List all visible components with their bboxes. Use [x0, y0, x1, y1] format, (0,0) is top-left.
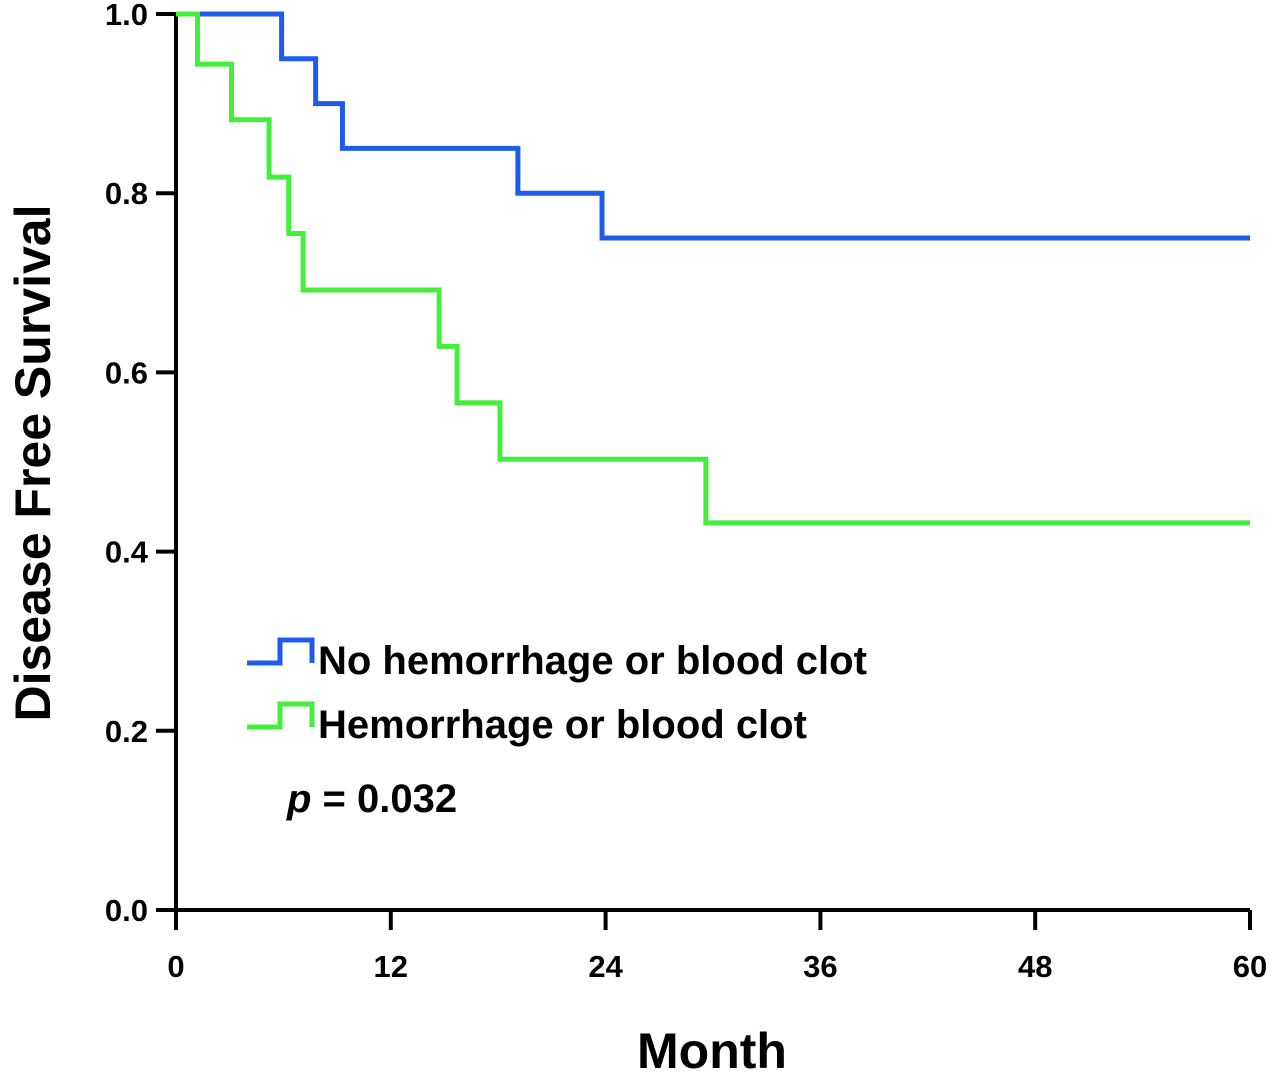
x-tick-label: 12	[374, 949, 408, 984]
y-axis-title: Disease Free Survival	[5, 205, 61, 722]
y-tick-label: 0.4	[105, 535, 149, 570]
x-axis-title: Month	[637, 1023, 787, 1079]
legend-label-2: Hemorrhage or blood clot	[318, 703, 807, 747]
p-value-annotation: p = 0.032	[286, 777, 457, 821]
y-tick-label: 0.6	[105, 355, 148, 390]
axes: 0.0 0.2 0.4 0.6 0.8 1.0 0 12 24 36 48 60	[105, 0, 1267, 984]
p-value-text: = 0.032	[311, 777, 457, 821]
legend-swatch-1	[247, 637, 315, 666]
legend-label-1: No hemorrhage or blood clot	[318, 639, 867, 683]
y-tick-label: 0.8	[105, 176, 148, 211]
p-value-symbol: p	[286, 777, 311, 821]
y-tick-label: 1.0	[105, 0, 148, 32]
x-tick-label: 36	[803, 949, 837, 984]
y-tick-label: 0.0	[105, 893, 148, 928]
x-tick-label: 60	[1233, 949, 1267, 984]
series-line-1	[176, 11, 1250, 241]
x-tick-label: 0	[167, 949, 184, 984]
y-tick-label: 0.2	[105, 714, 148, 749]
series-line-2	[176, 11, 1250, 526]
x-tick-label: 48	[1018, 949, 1052, 984]
legend-swatch-2	[247, 701, 315, 730]
legend: No hemorrhage or blood clot Hemorrhage or…	[247, 637, 867, 747]
x-tick-label: 24	[588, 949, 623, 984]
series-layer	[176, 11, 1250, 526]
